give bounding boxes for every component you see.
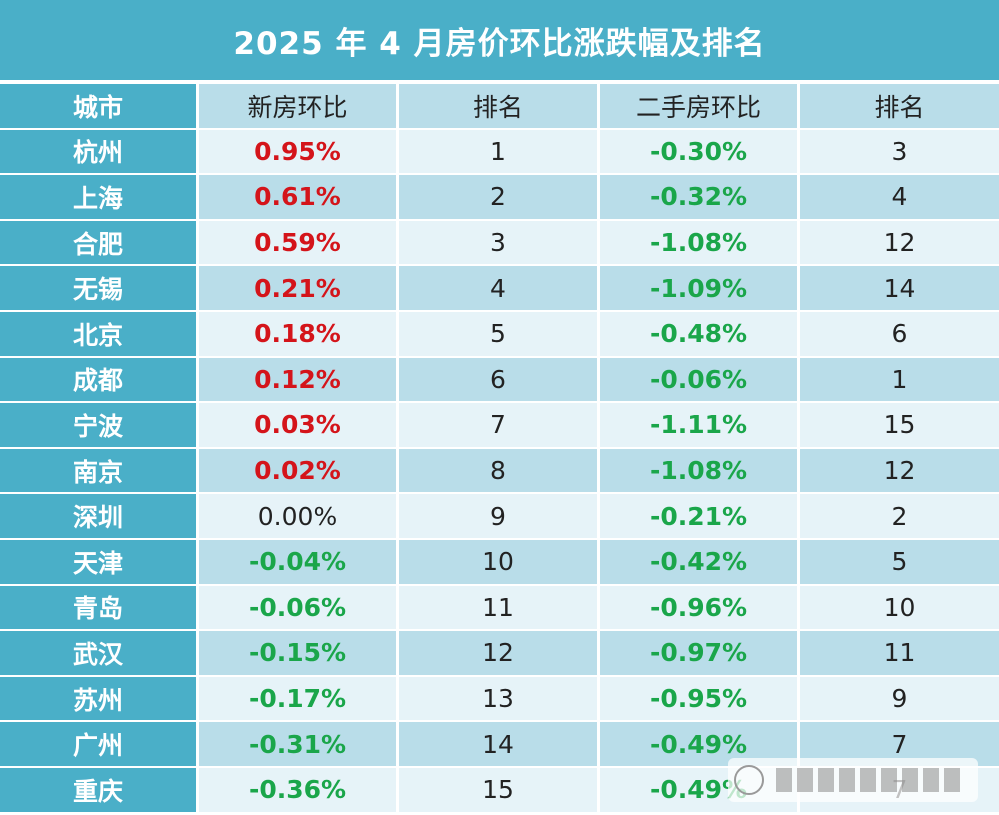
city-cell: 杭州	[0, 129, 199, 174]
resale-rank-cell: 14	[800, 266, 999, 310]
city-cell: 广州	[0, 722, 199, 766]
resale-mom-cell: -0.06%	[600, 357, 800, 402]
new-home-mom-cell: 0.02%	[199, 448, 399, 493]
city-cell: 苏州	[0, 676, 199, 721]
new-home-mom-cell: 0.00%	[199, 494, 399, 538]
table-row: 上海 0.61% 2 -0.32% 4	[0, 175, 999, 221]
new-home-rank-cell: 13	[399, 676, 600, 721]
header-resale-mom: 二手房环比	[600, 84, 800, 128]
new-home-rank-cell: 7	[399, 403, 600, 447]
new-home-mom-cell: 0.95%	[199, 129, 399, 174]
new-home-mom-cell: -0.04%	[199, 539, 399, 584]
resale-rank-cell: 12	[800, 448, 999, 493]
resale-rank-cell: 4	[800, 175, 999, 219]
new-home-rank-cell: 15	[399, 767, 600, 812]
watermark-logo-icon	[734, 765, 764, 795]
resale-rank-cell: 1	[800, 357, 999, 402]
table-row: 南京 0.02% 8 -1.08% 12	[0, 448, 999, 495]
header-new-home-mom: 新房环比	[199, 84, 399, 128]
resale-rank-cell: 3	[800, 129, 999, 174]
resale-mom-cell: -1.08%	[600, 220, 800, 265]
resale-mom-cell: -0.21%	[600, 494, 800, 538]
resale-mom-cell: -1.08%	[600, 448, 800, 493]
resale-rank-cell: 15	[800, 403, 999, 447]
new-home-rank-cell: 2	[399, 175, 600, 219]
table-row: 苏州 -0.17% 13 -0.95% 9	[0, 676, 999, 723]
watermark-text-blur	[776, 768, 960, 792]
resale-rank-cell: 12	[800, 220, 999, 265]
resale-rank-cell: 10	[800, 585, 999, 630]
city-cell: 武汉	[0, 631, 199, 675]
city-cell: 南京	[0, 448, 199, 493]
resale-mom-cell: -0.30%	[600, 129, 800, 174]
city-cell: 成都	[0, 357, 199, 402]
resale-mom-cell: -0.49%	[600, 722, 800, 766]
resale-mom-cell: -0.96%	[600, 585, 800, 630]
new-home-rank-cell: 14	[399, 722, 600, 766]
new-home-mom-cell: -0.31%	[199, 722, 399, 766]
city-cell: 深圳	[0, 494, 199, 538]
new-home-mom-cell: -0.17%	[199, 676, 399, 721]
table-header-row: 城市 新房环比 排名 二手房环比 排名	[0, 84, 999, 130]
new-home-rank-cell: 6	[399, 357, 600, 402]
header-resale-rank: 排名	[800, 84, 999, 128]
table-body: 杭州 0.95% 1 -0.30% 3 上海 0.61% 2 -0.32% 4 合肥 0.59% 3 -1…	[0, 129, 999, 814]
new-home-mom-cell: -0.06%	[199, 585, 399, 630]
city-cell: 天津	[0, 539, 199, 584]
table-row: 北京 0.18% 5 -0.48% 6	[0, 311, 999, 358]
new-home-mom-cell: -0.15%	[199, 631, 399, 675]
resale-mom-cell: -1.11%	[600, 403, 800, 447]
table-row: 杭州 0.95% 1 -0.30% 3	[0, 129, 999, 176]
resale-mom-cell: -0.42%	[600, 539, 800, 584]
table-row: 武汉 -0.15% 12 -0.97% 11	[0, 631, 999, 677]
header-city: 城市	[0, 84, 199, 128]
resale-mom-cell: -0.48%	[600, 311, 800, 356]
table-row: 合肥 0.59% 3 -1.08% 12	[0, 220, 999, 267]
table-row: 青岛 -0.06% 11 -0.96% 10	[0, 585, 999, 632]
city-cell: 宁波	[0, 403, 199, 447]
table-row: 宁波 0.03% 7 -1.11% 15	[0, 403, 999, 449]
new-home-mom-cell: 0.61%	[199, 175, 399, 219]
table-row: 无锡 0.21% 4 -1.09% 14	[0, 266, 999, 312]
city-cell: 青岛	[0, 585, 199, 630]
new-home-rank-cell: 11	[399, 585, 600, 630]
new-home-mom-cell: 0.59%	[199, 220, 399, 265]
new-home-rank-cell: 9	[399, 494, 600, 538]
new-home-mom-cell: 0.03%	[199, 403, 399, 447]
resale-rank-cell: 2	[800, 494, 999, 538]
resale-mom-cell: -1.09%	[600, 266, 800, 310]
city-cell: 上海	[0, 175, 199, 219]
city-cell: 北京	[0, 311, 199, 356]
new-home-mom-cell: -0.36%	[199, 767, 399, 812]
new-home-rank-cell: 3	[399, 220, 600, 265]
table-row: 深圳 0.00% 9 -0.21% 2	[0, 494, 999, 540]
new-home-mom-cell: 0.12%	[199, 357, 399, 402]
page-title: 2025 年 4 月房价环比涨跌幅及排名	[0, 0, 999, 80]
resale-mom-cell: -0.32%	[600, 175, 800, 219]
table-row: 广州 -0.31% 14 -0.49% 7	[0, 722, 999, 768]
header-new-home-rank: 排名	[399, 84, 600, 128]
resale-mom-cell: -0.97%	[600, 631, 800, 675]
new-home-rank-cell: 8	[399, 448, 600, 493]
new-home-mom-cell: 0.18%	[199, 311, 399, 356]
resale-rank-cell: 9	[800, 676, 999, 721]
new-home-rank-cell: 12	[399, 631, 600, 675]
resale-rank-cell: 6	[800, 311, 999, 356]
resale-rank-cell: 11	[800, 631, 999, 675]
table-row: 成都 0.12% 6 -0.06% 1	[0, 357, 999, 404]
new-home-rank-cell: 10	[399, 539, 600, 584]
resale-rank-cell: 5	[800, 539, 999, 584]
watermark	[728, 758, 978, 802]
new-home-rank-cell: 4	[399, 266, 600, 310]
new-home-rank-cell: 5	[399, 311, 600, 356]
table-row: 天津 -0.04% 10 -0.42% 5	[0, 539, 999, 586]
new-home-mom-cell: 0.21%	[199, 266, 399, 310]
price-change-table: 城市 新房环比 排名 二手房环比 排名 杭州 0.95% 1 -0.30% 3 上海 0.6…	[0, 84, 999, 814]
city-cell: 重庆	[0, 767, 199, 812]
new-home-rank-cell: 1	[399, 129, 600, 174]
city-cell: 无锡	[0, 266, 199, 310]
city-cell: 合肥	[0, 220, 199, 265]
resale-mom-cell: -0.95%	[600, 676, 800, 721]
